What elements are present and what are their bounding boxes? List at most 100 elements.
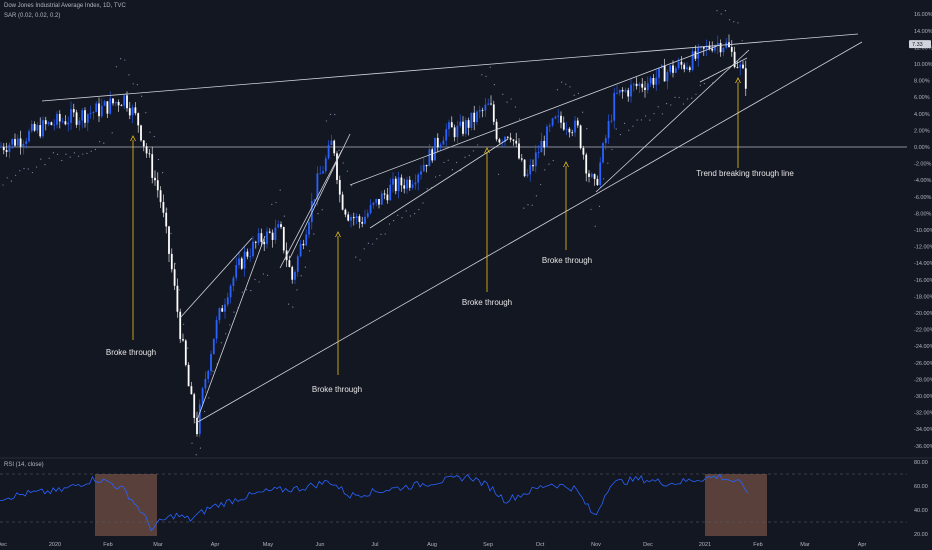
candle-body: [548, 125, 551, 127]
price-tick-label: 10.00%: [914, 62, 932, 68]
candle-body: [448, 122, 450, 130]
candle: [705, 39, 708, 57]
candle-body: [730, 47, 733, 52]
candle: [98, 97, 100, 123]
price-tick-label: -32.00%: [914, 411, 932, 417]
candle: [473, 105, 476, 131]
sar-dot: [153, 135, 155, 138]
candle-body: [719, 43, 722, 53]
price-tick-label: -18.00%: [914, 294, 932, 300]
candle: [190, 381, 193, 395]
sar-dot: [99, 141, 101, 143]
price-tick-label: -16.00%: [914, 278, 932, 284]
candle: [134, 102, 137, 116]
candle: [229, 283, 232, 304]
candle: [0, 142, 2, 148]
sar-dot: [670, 104, 672, 106]
candle-body: [154, 177, 156, 181]
candle-body: [64, 121, 67, 125]
time-tick-label: Oct: [536, 542, 545, 548]
candle: [25, 137, 28, 149]
sar-dot: [124, 59, 126, 61]
candle-body: [137, 113, 140, 126]
sar-dot: [40, 158, 42, 160]
candle-body: [456, 125, 459, 138]
candle-body: [198, 404, 201, 435]
sar-dot: [330, 113, 332, 115]
sar-dot: [502, 93, 504, 95]
price-tick-label: -12.00%: [914, 245, 932, 251]
candle-body: [165, 212, 168, 227]
candle: [78, 117, 81, 131]
candle-body: [274, 227, 277, 240]
candle-body: [602, 143, 604, 163]
candle: [89, 105, 92, 119]
candle-body: [714, 45, 716, 51]
candle: [120, 103, 123, 107]
candle-body: [599, 162, 602, 185]
candle: [344, 208, 347, 218]
candle-body: [257, 233, 260, 243]
candle-body: [229, 285, 232, 298]
sar-dot: [678, 96, 680, 99]
candle: [198, 399, 201, 438]
sar-dot: [477, 144, 479, 146]
annotation-broke-4: Broke through: [542, 256, 592, 265]
time-tick-label: Dec: [0, 542, 7, 548]
sar-dot: [174, 263, 176, 265]
candle-body: [621, 89, 624, 92]
candle: [571, 129, 574, 137]
candle: [42, 116, 44, 139]
candle-body: [56, 113, 58, 125]
price-tick-label: -14.00%: [914, 261, 932, 267]
price-tick-label: 16.00%: [914, 12, 932, 18]
candle-body: [112, 98, 114, 104]
candle: [268, 228, 271, 234]
candle-body: [716, 43, 719, 46]
candle: [739, 60, 742, 76]
candle: [420, 165, 422, 180]
candle: [11, 138, 14, 149]
candle-body: [428, 149, 431, 167]
annotation-arrowhead: [735, 77, 741, 84]
sar-dot: [317, 213, 319, 215]
candle: [238, 251, 240, 269]
candle-body: [58, 113, 61, 122]
candle: [484, 97, 487, 117]
candle: [204, 371, 207, 394]
candle-body: [417, 174, 420, 183]
candle: [50, 121, 53, 126]
candle: [436, 133, 439, 153]
wedge-a-bottom-line: [195, 235, 266, 424]
candle: [417, 172, 420, 191]
candle: [30, 120, 33, 134]
candle-body: [316, 173, 319, 200]
candle-body: [736, 67, 739, 68]
sar-dot: [598, 205, 601, 207]
candle: [400, 174, 403, 192]
candle: [551, 117, 554, 128]
candle: [506, 136, 509, 140]
sar-dot: [409, 215, 411, 217]
annotation-arrowhead: [484, 147, 490, 154]
sar-dot: [720, 13, 722, 15]
sar-dot: [115, 66, 117, 68]
candle-body: [498, 139, 501, 143]
long-support-line: [195, 41, 863, 424]
candle-body: [123, 95, 126, 106]
sar-dot: [78, 155, 80, 157]
sar-dot: [703, 82, 706, 85]
candle: [210, 350, 212, 376]
candle: [274, 219, 277, 244]
candle: [599, 157, 602, 189]
candle-body: [268, 231, 271, 233]
sar-dot: [733, 21, 735, 23]
sar-dot: [552, 159, 554, 162]
candle-body: [280, 224, 282, 228]
candle: [663, 58, 666, 82]
dec-support-line: [699, 57, 748, 83]
candle-body: [84, 110, 86, 123]
sar-dot: [359, 259, 361, 261]
sar-dot: [418, 208, 420, 211]
